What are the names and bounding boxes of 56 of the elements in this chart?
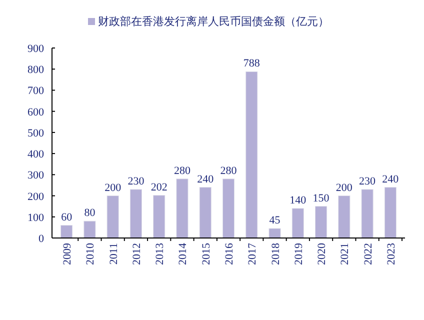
bar — [222, 178, 235, 238]
x-tick-label: 2021 — [339, 243, 352, 265]
bar — [268, 228, 281, 238]
bar — [199, 187, 212, 238]
x-tick-label: 2018 — [270, 242, 282, 265]
x-tick-label: 2011 — [108, 243, 120, 265]
data-label: 280 — [174, 164, 191, 177]
data-label: 60 — [61, 211, 73, 224]
bar — [153, 195, 166, 238]
x-tick-label: 2019 — [292, 242, 305, 265]
y-tick-label: 300 — [28, 170, 44, 182]
bar — [130, 189, 142, 238]
bar — [315, 206, 328, 238]
data-label: 200 — [336, 182, 353, 194]
data-label: 230 — [128, 175, 145, 188]
bar — [176, 178, 188, 238]
data-label: 45 — [269, 214, 281, 226]
legend-label: 财政部在香港发行离岸人民币国债金额（亿元） — [98, 15, 329, 28]
data-label: 280 — [220, 164, 238, 177]
x-tick-label: 2012 — [130, 243, 143, 265]
bar — [338, 196, 350, 238]
x-tick-label: 2009 — [62, 242, 74, 265]
data-label: 240 — [382, 173, 400, 186]
y-tick-label: 700 — [28, 85, 44, 98]
x-tick-label: 2022 — [362, 243, 374, 265]
y-tick-label: 600 — [28, 106, 44, 118]
x-tick-label: 2014 — [177, 242, 190, 265]
y-tick-label: 0 — [38, 233, 44, 245]
x-tick-label: 2023 — [385, 242, 398, 265]
y-tick-label: 100 — [28, 212, 44, 224]
data-label: 200 — [104, 182, 122, 194]
x-tick-label: 2016 — [224, 242, 236, 265]
data-label: 788 — [243, 58, 260, 70]
data-label: 150 — [312, 192, 330, 204]
y-tick-label: 800 — [28, 64, 44, 76]
x-tick-label: 2020 — [316, 242, 328, 265]
x-tick-label: 2015 — [200, 242, 212, 265]
y-tick-label: 500 — [28, 127, 44, 140]
y-tick-label: 900 — [28, 43, 44, 55]
x-tick-label: 2017 — [246, 242, 259, 265]
bar — [60, 225, 73, 238]
bar — [292, 208, 304, 238]
bar — [384, 187, 396, 238]
bar — [84, 220, 96, 238]
x-tick-label: 2013 — [154, 242, 166, 265]
y-tick-label: 200 — [28, 190, 44, 203]
data-label: 140 — [290, 194, 307, 206]
data-label: 202 — [150, 181, 168, 194]
bar — [361, 189, 374, 238]
data-label: 240 — [197, 173, 214, 186]
data-label: 230 — [359, 175, 376, 188]
x-tick-label: 2010 — [84, 242, 97, 265]
bar — [246, 71, 258, 238]
y-tick-label: 400 — [28, 148, 44, 161]
bar — [106, 196, 119, 238]
data-label: 80 — [84, 207, 96, 220]
